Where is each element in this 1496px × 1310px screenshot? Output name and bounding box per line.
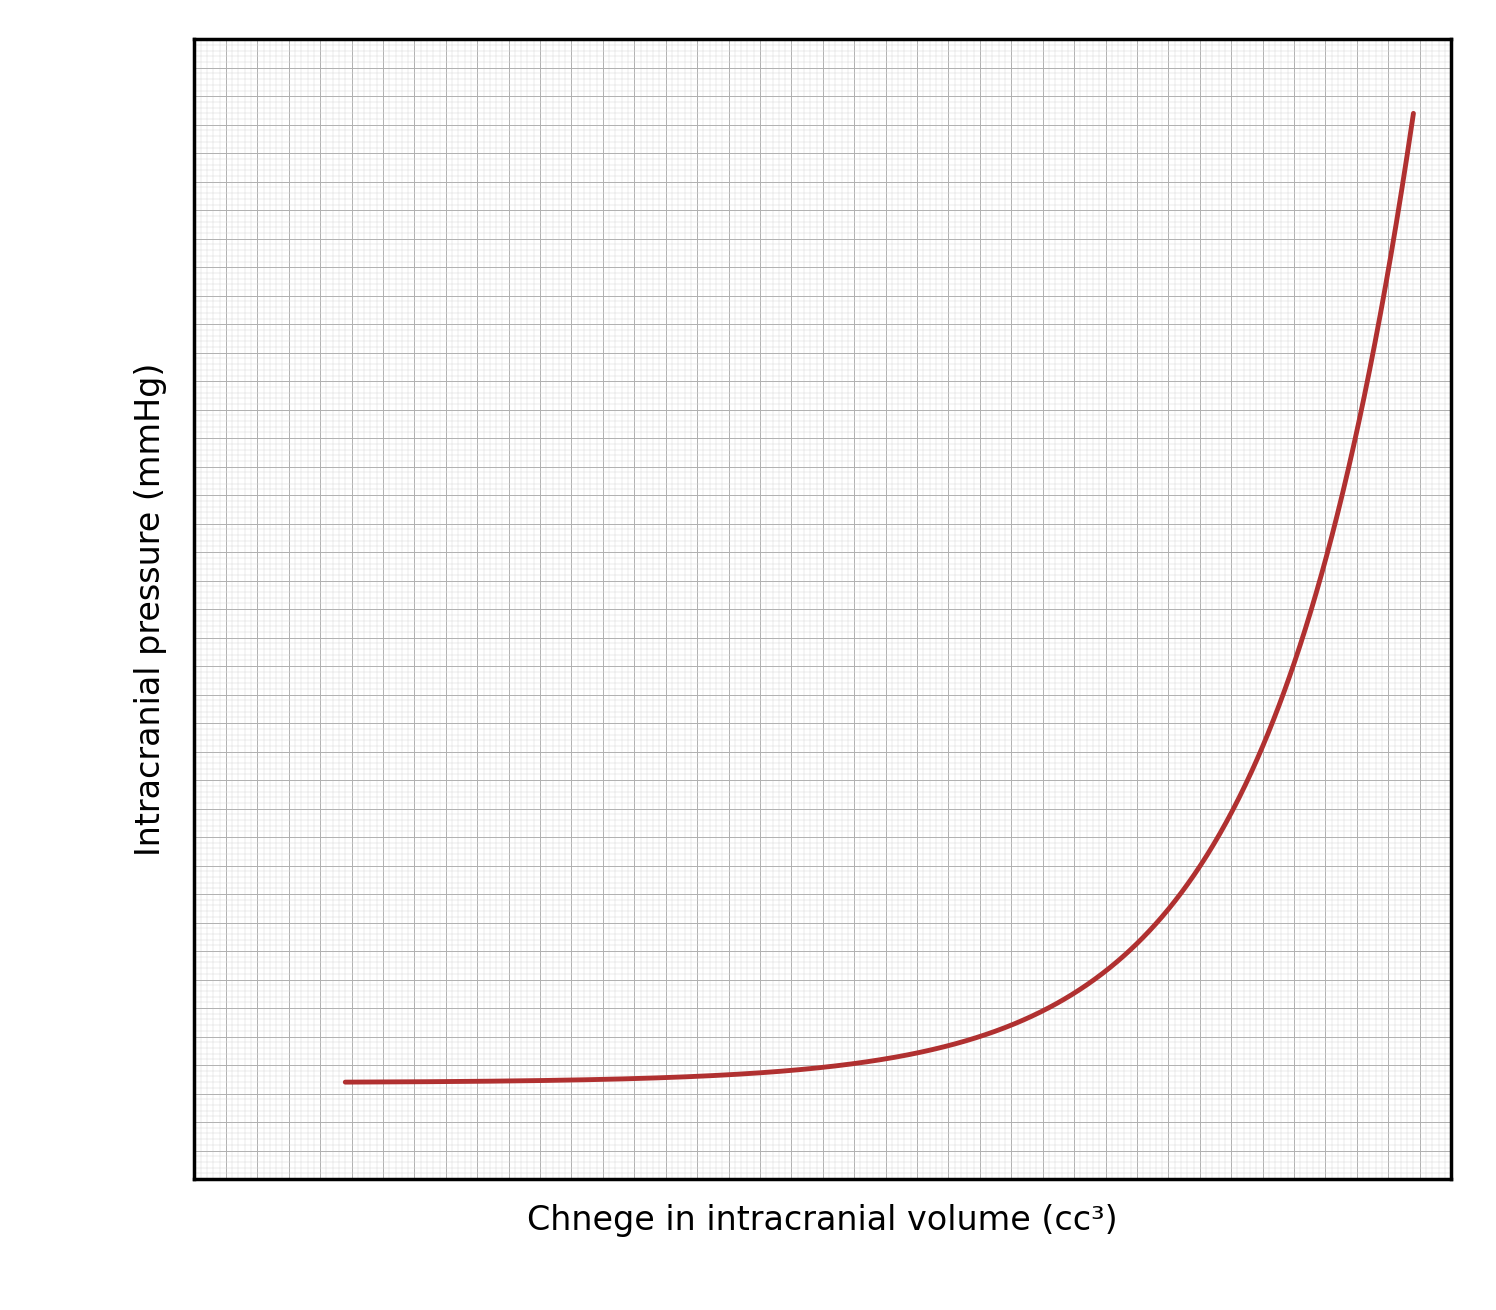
Y-axis label: Intracranial pressure (mmHg): Intracranial pressure (mmHg) <box>133 363 166 855</box>
X-axis label: Chnege in intracranial volume (cc³): Chnege in intracranial volume (cc³) <box>528 1204 1118 1237</box>
